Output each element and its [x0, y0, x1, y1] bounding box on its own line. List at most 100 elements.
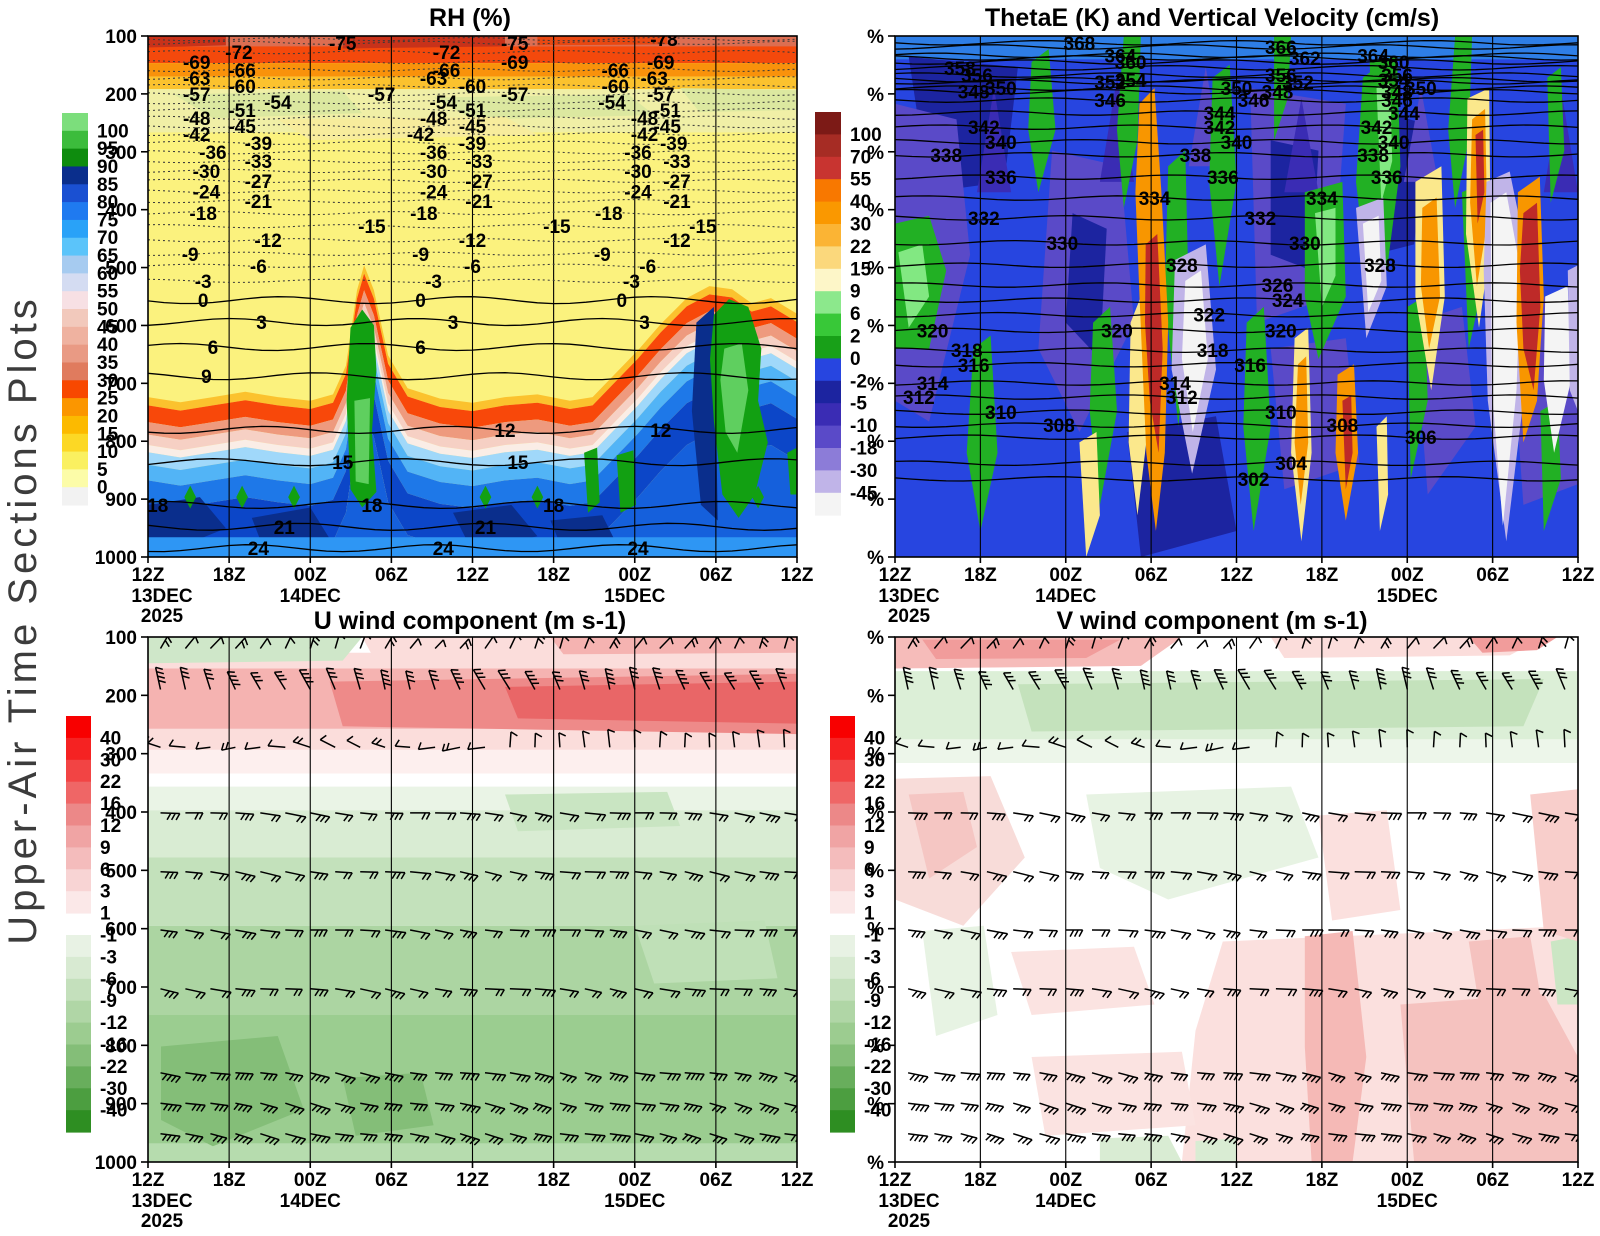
svg-text:328: 328 [1166, 256, 1198, 277]
svg-text:-72: -72 [225, 43, 252, 64]
svg-text:-9: -9 [412, 245, 429, 266]
svg-text:-18: -18 [189, 204, 216, 225]
svg-text:-36: -36 [624, 143, 651, 164]
svg-text:65: 65 [97, 246, 119, 267]
svg-text:24: 24 [627, 539, 649, 560]
svg-text:18Z: 18Z [213, 1170, 246, 1191]
vwind-wind-barbs [895, 637, 1578, 1146]
svg-text:-75: -75 [329, 34, 357, 55]
svg-text:55: 55 [850, 170, 872, 191]
svg-text:-30: -30 [624, 162, 651, 183]
svg-text:13DEC: 13DEC [878, 586, 940, 607]
svg-text:18: 18 [543, 496, 564, 517]
svg-text:-66: -66 [433, 61, 460, 82]
svg-text:310: 310 [985, 403, 1017, 424]
svg-text:00Z: 00Z [618, 565, 651, 586]
svg-text:-6: -6 [464, 257, 481, 278]
svg-text:-21: -21 [245, 192, 273, 213]
svg-text:334: 334 [1306, 189, 1338, 210]
svg-text:-57: -57 [501, 85, 528, 106]
svg-text:900: 900 [105, 490, 137, 511]
svg-text:12Z: 12Z [879, 565, 912, 586]
svg-text:-1: -1 [864, 926, 881, 947]
thetae-title: ThetaE (K) and Vertical Velocity (cm/s) [985, 4, 1439, 32]
svg-text:-45: -45 [653, 117, 681, 138]
svg-text:100: 100 [105, 628, 137, 649]
svg-text:-69: -69 [501, 53, 528, 74]
svg-text:06Z: 06Z [375, 565, 408, 586]
svg-text:%: % [867, 745, 884, 766]
svg-text:-15: -15 [358, 217, 386, 238]
svg-text:364: 364 [1357, 46, 1389, 67]
svg-text:30: 30 [850, 215, 871, 236]
svg-text:352: 352 [1282, 73, 1314, 94]
svg-text:%: % [867, 803, 884, 824]
svg-text:12: 12 [100, 816, 121, 837]
uwind-x-tick-labels: 12Z 18Z 00Z 06Z 12Z 18Z 00Z 06Z 12Z13DEC202514DE… [131, 1170, 813, 1232]
uwind-axes [141, 636, 798, 1168]
svg-text:344: 344 [1388, 104, 1420, 125]
svg-text:1000: 1000 [95, 1153, 137, 1174]
svg-text:%: % [867, 490, 884, 511]
svg-text:-45: -45 [228, 117, 256, 138]
svg-text:500: 500 [105, 259, 137, 280]
svg-text:%: % [867, 316, 884, 337]
svg-text:-22: -22 [864, 1057, 891, 1078]
svg-text:0: 0 [415, 291, 426, 312]
svg-text:%: % [867, 548, 884, 569]
svg-text:-51: -51 [459, 101, 487, 122]
svg-text:340: 340 [1221, 133, 1253, 154]
svg-text:-33: -33 [465, 152, 492, 173]
svg-text:18: 18 [147, 496, 168, 517]
svg-text:-33: -33 [663, 152, 690, 173]
svg-text:330: 330 [1046, 234, 1078, 255]
svg-text:354: 354 [1378, 71, 1410, 92]
svg-text:316: 316 [958, 356, 990, 377]
svg-text:9: 9 [864, 838, 875, 859]
svg-text:90: 90 [97, 157, 118, 178]
svg-text:334: 334 [1139, 189, 1171, 210]
svg-text:13DEC: 13DEC [131, 586, 193, 607]
svg-text:2025: 2025 [888, 606, 931, 627]
svg-text:-3: -3 [195, 272, 212, 293]
svg-text:0: 0 [198, 291, 209, 312]
svg-text:06Z: 06Z [1476, 1170, 1509, 1191]
svg-text:-51: -51 [653, 101, 681, 122]
svg-text:10: 10 [97, 442, 118, 463]
svg-text:06Z: 06Z [1476, 565, 1509, 586]
svg-text:40: 40 [100, 728, 121, 749]
svg-text:-27: -27 [465, 172, 492, 193]
svg-text:-9: -9 [594, 245, 611, 266]
svg-text:9: 9 [850, 282, 861, 303]
svg-text:%: % [867, 628, 884, 649]
svg-text:-3: -3 [425, 272, 442, 293]
svg-text:346: 346 [1381, 91, 1413, 112]
svg-text:-6: -6 [864, 969, 881, 990]
svg-text:364: 364 [1105, 46, 1137, 67]
svg-text:340: 340 [985, 133, 1017, 154]
svg-text:21: 21 [475, 518, 497, 539]
vwind-time-gridlines [979, 637, 1494, 1162]
svg-text:320: 320 [1265, 321, 1297, 342]
svg-text:100: 100 [105, 27, 137, 48]
svg-text:322: 322 [1193, 306, 1225, 327]
svg-text:300: 300 [105, 143, 137, 164]
svg-text:40: 40 [97, 335, 118, 356]
svg-text:336: 336 [985, 168, 1017, 189]
svg-text:-9: -9 [182, 245, 199, 266]
svg-text:-12: -12 [864, 1013, 891, 1034]
uwind-wind-barbs [148, 637, 797, 1146]
svg-text:318: 318 [951, 341, 983, 362]
thetae-axes [888, 35, 1579, 563]
svg-text:336: 336 [1207, 168, 1239, 189]
svg-text:12Z: 12Z [1562, 565, 1595, 586]
svg-text:400: 400 [105, 201, 137, 222]
svg-text:-78: -78 [650, 30, 677, 51]
svg-text:95: 95 [97, 139, 119, 160]
svg-text:-72: -72 [433, 43, 460, 64]
svg-text:06Z: 06Z [375, 1170, 408, 1191]
rh-plot-area: -78-75 -75-72 -72-69 -69 -69-66 -66 -66-63 -63-… [147, 30, 797, 560]
